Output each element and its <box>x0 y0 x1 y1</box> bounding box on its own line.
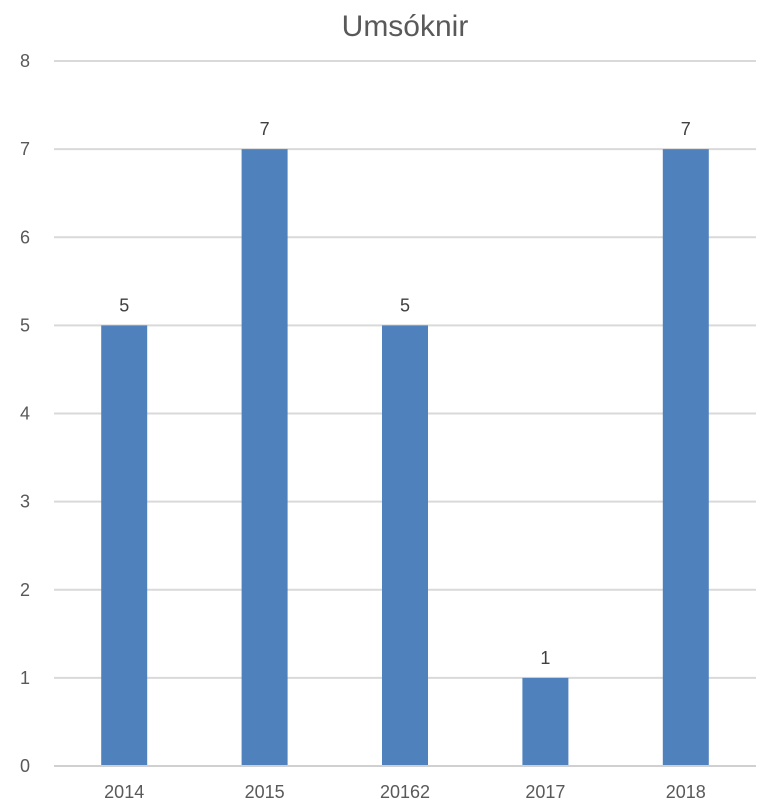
y-tick-label-2: 2 <box>20 580 30 600</box>
data-labels: 5 7 5 1 7 <box>119 119 691 668</box>
y-tick-label-3: 3 <box>20 492 30 512</box>
bar-20162 <box>382 325 428 766</box>
bar-2017 <box>522 677 569 766</box>
y-axis-tick-labels: 0 1 2 3 4 5 6 7 8 <box>20 51 30 776</box>
y-tick-label-0: 0 <box>20 756 30 776</box>
data-label-2015: 7 <box>260 119 270 139</box>
data-label-2018: 7 <box>681 119 691 139</box>
y-tick-label-6: 6 <box>20 227 30 247</box>
x-tick-label-2018: 2018 <box>666 782 706 802</box>
y-tick-label-8: 8 <box>20 51 30 71</box>
x-tick-label-2014: 2014 <box>104 782 144 802</box>
x-tick-label-2017: 2017 <box>525 782 565 802</box>
bar-2015 <box>241 149 288 766</box>
data-label-2014: 5 <box>119 295 129 315</box>
bars <box>101 149 709 766</box>
x-tick-label-2015: 2015 <box>245 782 285 802</box>
y-tick-label-7: 7 <box>20 139 30 159</box>
x-tick-label-20162: 20162 <box>380 782 430 802</box>
bar-2014 <box>101 325 148 766</box>
data-label-20162: 5 <box>400 295 410 315</box>
x-axis-tick-labels: 2014 2015 20162 2017 2018 <box>104 782 706 802</box>
chart-title: Umsóknir <box>342 10 469 43</box>
bar-2018 <box>662 149 709 766</box>
y-tick-label-4: 4 <box>20 404 30 424</box>
y-tick-label-1: 1 <box>20 668 30 688</box>
data-label-2017: 1 <box>540 648 550 668</box>
y-tick-label-5: 5 <box>20 315 30 335</box>
